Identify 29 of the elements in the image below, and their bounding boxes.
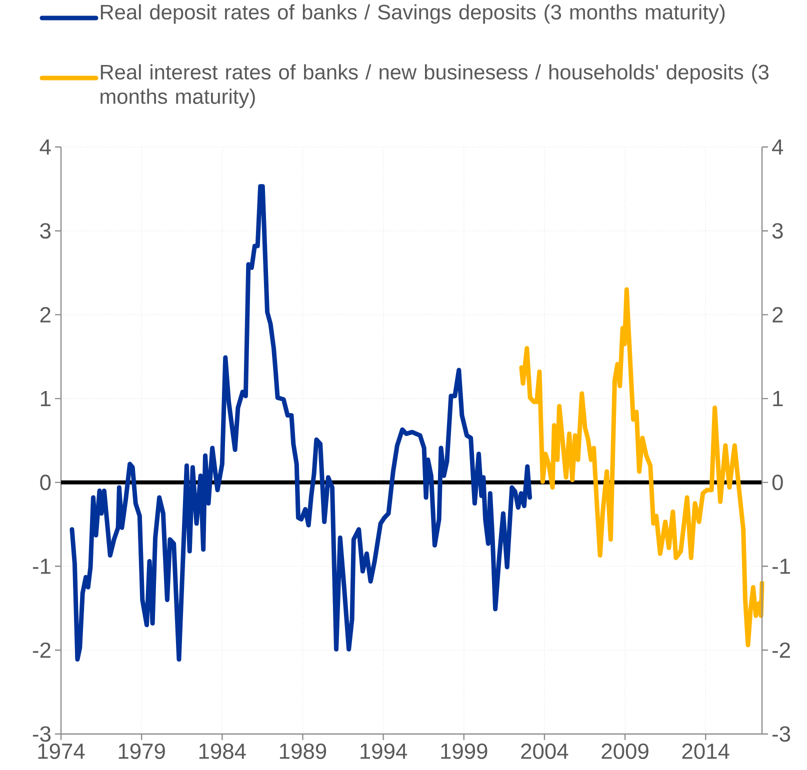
y2-tick-label: 1 — [773, 391, 783, 406]
y2-tick-label: -2 — [772, 642, 790, 658]
y2-tick-label: 0 — [772, 474, 783, 490]
y2-tick-label: 4 — [772, 139, 784, 155]
line-series — [519, 287, 764, 648]
x-tick-label: 1974 — [38, 743, 85, 760]
y2-tick-label: -1 — [772, 558, 790, 574]
legend-label: Real interest rates of banks / new businesess / households' deposits (3 months maturity) — [100, 64, 769, 108]
y-tick-label: 4 — [40, 139, 51, 155]
y2-tick-label: 3 — [772, 223, 783, 239]
y-tick-label: -3 — [32, 726, 51, 742]
x-tick-label: 1979 — [118, 743, 165, 760]
y2-tick-label: -3 — [772, 726, 790, 742]
x-tick-label: 2009 — [602, 743, 648, 760]
line-series — [70, 184, 532, 662]
x-tick-label: 2014 — [682, 743, 730, 760]
y-tick-label: 0 — [40, 474, 51, 490]
x-tick-label: 1994 — [360, 743, 408, 760]
x-tick-label: 1999 — [441, 743, 488, 760]
y-tick-label: 3 — [40, 223, 51, 239]
y-tick-label: -2 — [32, 642, 50, 658]
x-tick-label: 2004 — [521, 743, 568, 760]
y-tick-label: 2 — [40, 307, 50, 322]
y-tick-label: 1 — [40, 391, 50, 406]
y-tick-label: -1 — [32, 558, 50, 574]
legend-label: Real deposit rates of banks / Savings deposits (3 months maturity) — [100, 4, 725, 24]
x-tick-label: 1989 — [280, 743, 326, 760]
y2-tick-label: 2 — [772, 307, 783, 322]
x-tick-label: 1984 — [199, 743, 246, 760]
